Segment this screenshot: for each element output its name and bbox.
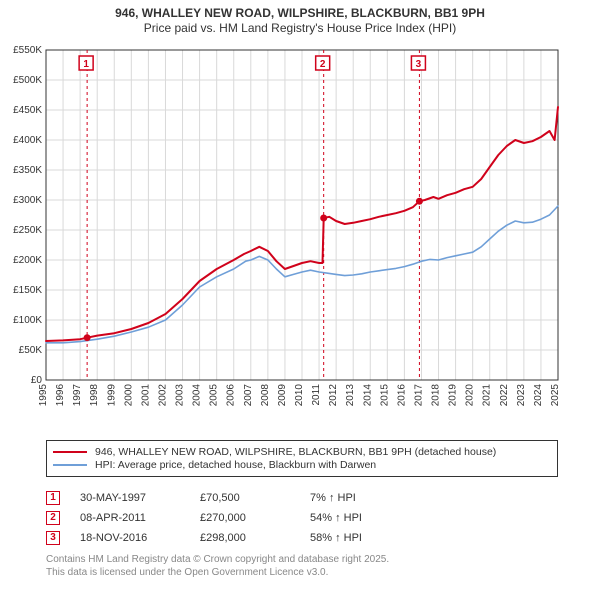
footer-line1: Contains HM Land Registry data © Crown c… [46, 554, 558, 567]
svg-text:1997: 1997 [72, 384, 83, 407]
svg-text:3: 3 [416, 59, 422, 70]
legend: 946, WHALLEY NEW ROAD, WILPSHIRE, BLACKB… [46, 440, 558, 477]
sales-table: 1 30-MAY-1997£70,5007% ↑ HPI 2 08-APR-2011£… [46, 488, 558, 548]
price-chart: £0£50K£100K£150K£200K£250K£300K£350K£400… [46, 46, 558, 410]
svg-text:2003: 2003 [175, 384, 186, 407]
svg-text:1996: 1996 [55, 384, 66, 407]
footer: Contains HM Land Registry data © Crown c… [46, 554, 558, 579]
svg-text:£500K: £500K [13, 75, 42, 86]
svg-text:£250K: £250K [13, 225, 42, 236]
legend-swatch [53, 464, 87, 466]
svg-text:£550K: £550K [13, 45, 42, 56]
svg-text:2014: 2014 [362, 384, 373, 407]
svg-text:2000: 2000 [123, 384, 134, 407]
sale-price: £270,000 [200, 512, 310, 524]
svg-text:2016: 2016 [396, 384, 407, 407]
svg-text:2004: 2004 [192, 384, 203, 407]
legend-label: HPI: Average price, detached house, Blac… [95, 459, 376, 471]
svg-text:2011: 2011 [311, 384, 322, 406]
svg-text:£400K: £400K [13, 135, 42, 146]
footer-line2: This data is licensed under the Open Gov… [46, 567, 558, 580]
svg-text:2018: 2018 [431, 384, 442, 407]
svg-text:2006: 2006 [226, 384, 237, 407]
svg-text:£100K: £100K [13, 315, 42, 326]
svg-text:2012: 2012 [328, 384, 339, 407]
svg-text:£300K: £300K [13, 195, 42, 206]
sale-row: 3 18-NOV-2016£298,00058% ↑ HPI [46, 528, 558, 548]
title-block: 946, WHALLEY NEW ROAD, WILPSHIRE, BLACKB… [0, 0, 600, 36]
svg-text:2: 2 [320, 59, 326, 70]
sale-price: £298,000 [200, 532, 310, 544]
sale-row: 1 30-MAY-1997£70,5007% ↑ HPI [46, 488, 558, 508]
svg-text:1998: 1998 [89, 384, 100, 407]
svg-text:1: 1 [83, 59, 89, 70]
legend-swatch [53, 451, 87, 453]
svg-text:2009: 2009 [277, 384, 288, 407]
svg-text:2008: 2008 [260, 384, 271, 407]
sale-pct: 58% ↑ HPI [310, 532, 400, 544]
svg-text:2022: 2022 [499, 384, 510, 407]
svg-text:2007: 2007 [243, 384, 254, 407]
chart-page: 946, WHALLEY NEW ROAD, WILPSHIRE, BLACKB… [0, 0, 600, 590]
legend-label: 946, WHALLEY NEW ROAD, WILPSHIRE, BLACKB… [95, 446, 496, 458]
svg-text:£200K: £200K [13, 255, 42, 266]
svg-text:£450K: £450K [13, 105, 42, 116]
sale-pct: 54% ↑ HPI [310, 512, 400, 524]
svg-text:2019: 2019 [448, 384, 459, 407]
svg-text:2010: 2010 [294, 384, 305, 407]
sale-marker: 3 [46, 531, 60, 545]
svg-text:2025: 2025 [550, 384, 561, 407]
svg-text:£50K: £50K [19, 345, 43, 356]
legend-row: 946, WHALLEY NEW ROAD, WILPSHIRE, BLACKB… [53, 446, 551, 458]
svg-text:£350K: £350K [13, 165, 42, 176]
svg-text:2024: 2024 [533, 384, 544, 407]
sale-marker: 1 [46, 491, 60, 505]
svg-text:2002: 2002 [157, 384, 168, 407]
svg-text:2020: 2020 [465, 384, 476, 407]
title-line1: 946, WHALLEY NEW ROAD, WILPSHIRE, BLACKB… [0, 6, 600, 21]
sale-pct: 7% ↑ HPI [310, 492, 400, 504]
svg-text:£150K: £150K [13, 285, 42, 296]
legend-row: HPI: Average price, detached house, Blac… [53, 459, 551, 471]
svg-text:2001: 2001 [140, 384, 151, 407]
svg-text:2013: 2013 [345, 384, 356, 407]
sale-date: 30-MAY-1997 [80, 492, 200, 504]
title-line2: Price paid vs. HM Land Registry's House … [0, 21, 600, 36]
sale-row: 2 08-APR-2011£270,00054% ↑ HPI [46, 508, 558, 528]
sale-marker: 2 [46, 511, 60, 525]
svg-text:2005: 2005 [209, 384, 220, 407]
sale-date: 18-NOV-2016 [80, 532, 200, 544]
svg-text:1995: 1995 [38, 384, 49, 407]
sale-price: £70,500 [200, 492, 310, 504]
svg-text:1999: 1999 [106, 384, 117, 407]
svg-text:2015: 2015 [379, 384, 390, 407]
svg-text:2021: 2021 [482, 384, 493, 407]
svg-text:2023: 2023 [516, 384, 527, 407]
sale-date: 08-APR-2011 [80, 512, 200, 524]
svg-text:2017: 2017 [413, 384, 424, 407]
